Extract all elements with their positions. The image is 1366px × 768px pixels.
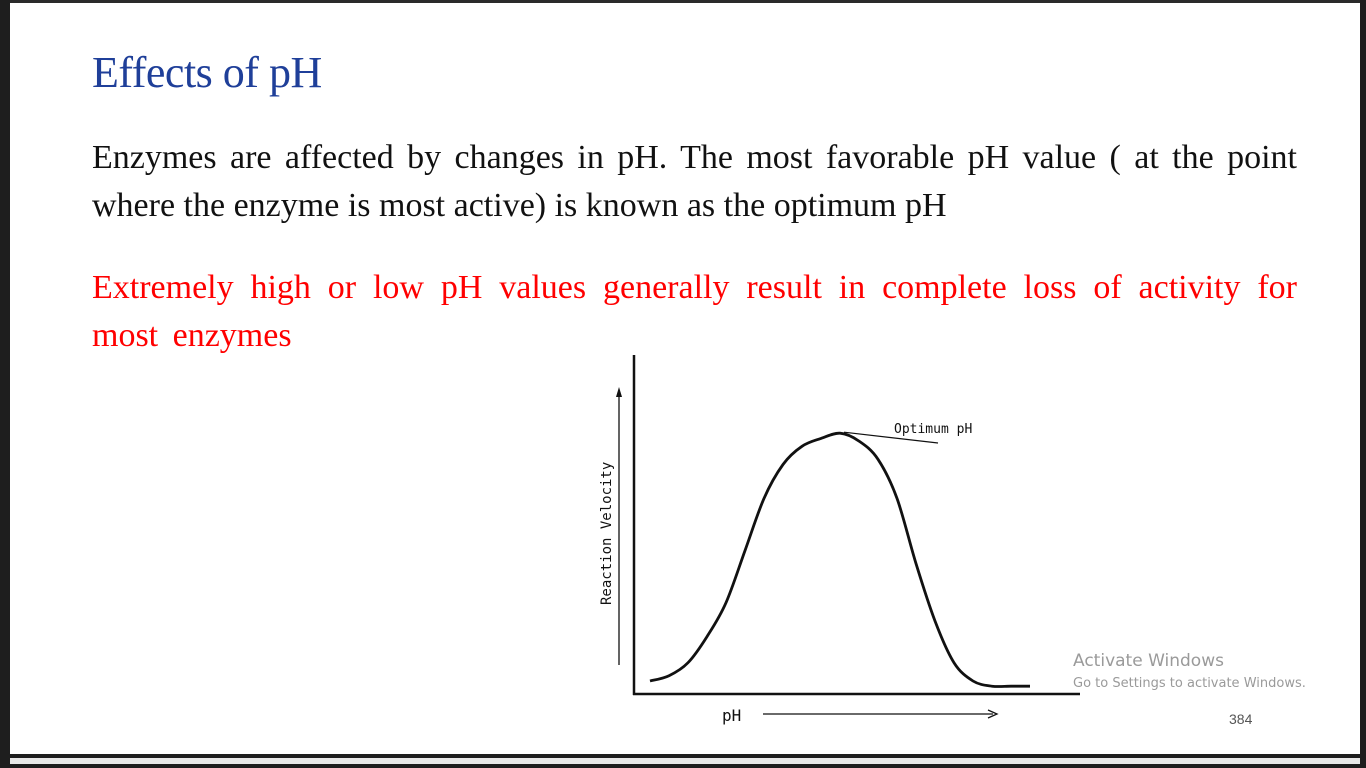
bottom-border — [0, 754, 1366, 768]
paragraph-extremes: Extremely high or low pH values generall… — [92, 269, 1297, 354]
slide-title: Effects of pH — [92, 48, 322, 97]
bottom-strip — [10, 758, 1360, 764]
paragraph-definition: Enzymes are affected by changes in pH. T… — [92, 139, 1297, 224]
x-axis-arrowhead — [987, 709, 999, 719]
annotation-leader-line — [843, 431, 939, 444]
activation-watermark-title: Activate Windows — [1073, 651, 1224, 671]
slide-canvas: Effects of pH Enzymes are affected by ch… — [10, 3, 1360, 754]
right-border — [1360, 0, 1366, 768]
y-axis-arrowhead — [616, 387, 622, 397]
top-border — [0, 0, 1366, 3]
left-border — [0, 0, 10, 768]
ph-curve-chart: Optimum pH pH Reaction Velocity — [599, 355, 1080, 725]
annotation-optimum-ph: Optimum pH — [894, 422, 972, 437]
x-axis-label: pH — [722, 706, 741, 725]
page-number: 384 — [1229, 711, 1253, 727]
activation-watermark-subtitle: Go to Settings to activate Windows. — [1073, 676, 1306, 691]
y-axis-label: Reaction Velocity — [599, 462, 615, 605]
series-line-reaction-velocity — [649, 431, 1030, 688]
